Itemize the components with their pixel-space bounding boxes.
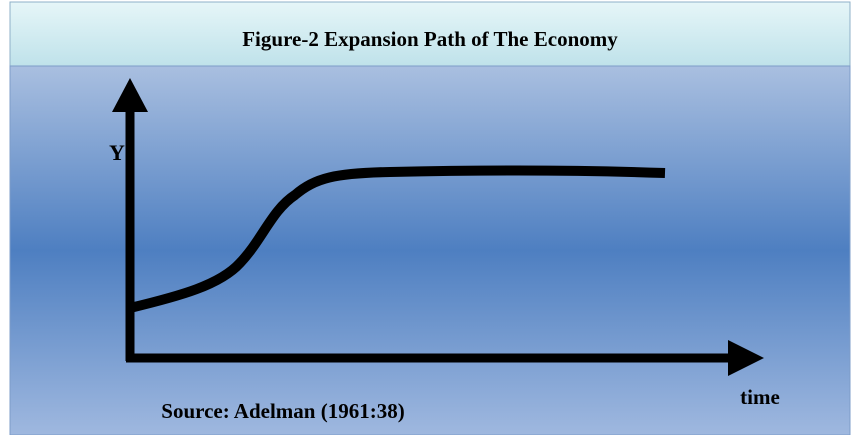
x-label: time: [740, 385, 780, 409]
header-band: [9, 1, 851, 67]
body-panel: [9, 65, 851, 435]
source: Source: Adelman (1961:38): [161, 399, 404, 423]
x-arrow: [728, 340, 764, 376]
expansion-curve: [128, 165, 666, 313]
y-arrow: [112, 78, 148, 112]
y-label: Y: [109, 140, 125, 165]
title: Figure-2 Expansion Path of The Economy: [242, 27, 618, 51]
